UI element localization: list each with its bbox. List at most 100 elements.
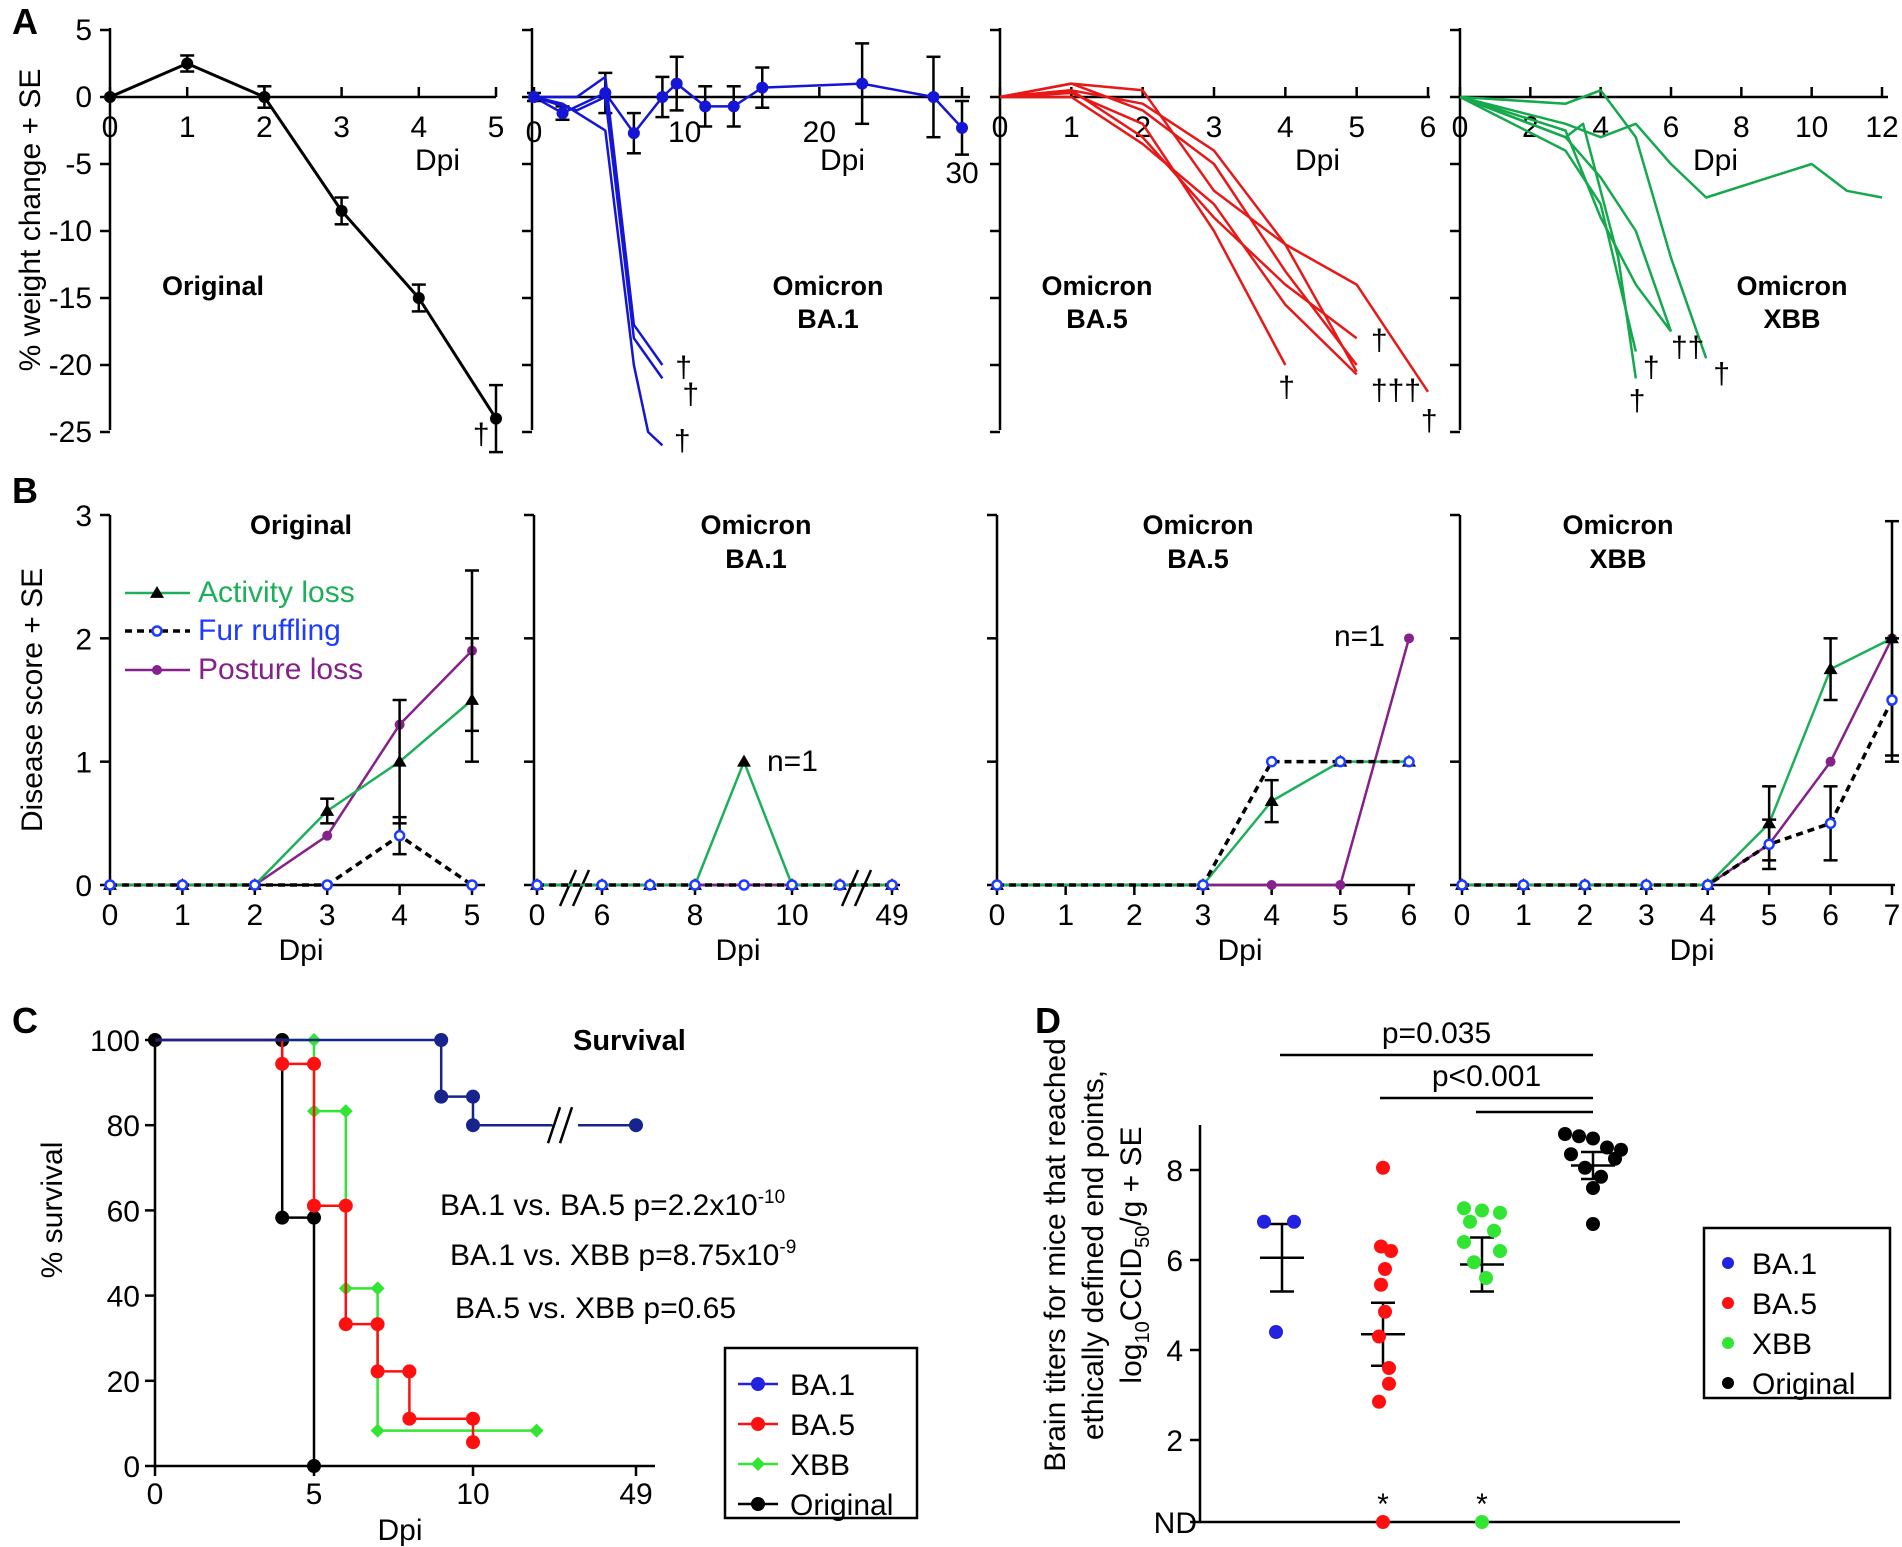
a2-line-ind6: [1000, 95, 1358, 376]
d-point-Original-8: [1594, 1169, 1608, 1184]
ytick-label: 0: [75, 870, 92, 903]
c-legend-marker-3: [751, 1497, 765, 1511]
c-point-ba5-9: [466, 1411, 480, 1426]
death-mark-2: †††: [1371, 374, 1421, 407]
b0-point-Activity-loss-5: [465, 693, 479, 705]
a1-xlabel: Dpi: [820, 144, 865, 177]
d-point-Original-6: [1608, 1151, 1622, 1166]
b0-point-Fur-ruffling-1: [176, 879, 189, 891]
b1-title-line2: BA.1: [725, 544, 787, 574]
d-point-XBB-6: [1493, 1244, 1507, 1258]
a2-line-ind3: [999, 89, 1358, 373]
d-point-Original-1: [1572, 1129, 1586, 1144]
b2-title-line1: Omicron: [1142, 510, 1253, 540]
a1-line-ind2: [533, 95, 664, 380]
d-point-XBB-8: [1479, 1271, 1493, 1285]
a0-point-2: [258, 91, 271, 103]
c-legend-label-3: Original: [790, 1489, 893, 1522]
b3-xlabel: Dpi: [1669, 934, 1714, 967]
a0-point-4: [412, 292, 425, 304]
xtick-label: 6: [1663, 111, 1680, 144]
a3-title-line2: XBB: [1763, 304, 1820, 334]
d-point-XBB-5: [1457, 1235, 1471, 1249]
c-point-ba5-0: [275, 1056, 290, 1071]
c-point-xbb-4: [370, 1281, 385, 1296]
d-point-XBB-1: [1475, 1203, 1489, 1218]
xtick-label: 6: [1822, 899, 1839, 932]
xtick-label: 5: [464, 899, 481, 932]
c-point-ba1-3: [466, 1118, 480, 1133]
c-point-original-2: [275, 1210, 290, 1225]
xtick-label: 6: [1401, 899, 1418, 932]
xtick-label: 3: [1638, 899, 1655, 932]
b3-line-Activity-loss: [1462, 637, 1893, 887]
xtick-label: 2: [1126, 899, 1143, 932]
ytick-label: 8: [1166, 1155, 1183, 1188]
b3-point-Fur-ruffling-1: [1517, 879, 1530, 891]
c-annotation-2: BA.1 vs. XBB p=8.75x10-9: [450, 1237, 796, 1272]
xtick-label: 6: [594, 899, 611, 932]
ylabel-a: % weight change + SE: [14, 69, 47, 372]
xtick-label: 1: [1057, 899, 1074, 932]
a0-line-original: [109, 62, 498, 420]
ytick-label: -25: [49, 416, 92, 449]
d-point-Original-2: [1586, 1131, 1600, 1146]
chart-d-brain-titers: ND 2 4 6 8 BA.1 BA.5 XBB Original * * p=0.035 p<0.…: [1154, 1017, 1892, 1540]
b3-point-Fur-ruffling-6: [1824, 817, 1837, 830]
xtick-label: 2: [256, 111, 273, 144]
ytick-label: 4: [1166, 1335, 1183, 1368]
legend-marker-0: [150, 586, 164, 598]
b3-point-Fur-ruffling-0: [1456, 879, 1468, 891]
d-legend-box: [1702, 1226, 1892, 1400]
c-legend-label-2: XBB: [790, 1449, 850, 1482]
a2-title-line1: Omicron: [1041, 271, 1152, 301]
b0-point-Fur-ruffling-4: [393, 829, 406, 842]
b3-title-line2: XBB: [1589, 544, 1646, 574]
c-point-ba5-1: [307, 1056, 321, 1071]
b0-point-Fur-ruffling-0: [104, 879, 116, 891]
ylabel-d: Brain titers for mice that reached ethic…: [1039, 1038, 1154, 1472]
axis-break-1-b: [853, 869, 873, 907]
xtick-label: 8: [687, 899, 704, 932]
a1-point-6: [699, 100, 712, 113]
c-legend-label-0: BA.1: [790, 1369, 855, 1402]
death-mark-1: ††: [1671, 331, 1704, 364]
xtick-label: 3: [1195, 899, 1212, 932]
ytick-label: -5: [65, 148, 92, 181]
ylabel-d-line2: ethically defined end points,: [1077, 1070, 1110, 1440]
a1-point-1: [556, 107, 569, 120]
d-legend-marker-1: [1722, 1297, 1734, 1309]
c-line-ba1: [155, 1038, 553, 1127]
b2-point-Fur-ruffling-2: [1265, 755, 1278, 768]
ytick-label: 40: [107, 1281, 140, 1314]
b1-note: n=1: [767, 745, 818, 778]
b2-point-Activity-loss-2: [1264, 794, 1279, 807]
b2-point-Posture-loss-4: [1404, 633, 1414, 644]
d-point-Original-5: [1564, 1147, 1578, 1162]
chart-c-survival: 0 20 40 60 80 100 0 5 10 49 Dpi Survival BA.1 vs.…: [90, 1025, 919, 1547]
xtick-label: 8: [1733, 111, 1750, 144]
a3-title-line1: Omicron: [1736, 271, 1847, 301]
xtick-label: 6: [1420, 111, 1437, 144]
chart-b-xbb: 0 1 2 3 4 5 6 7 Dpi Omicron XBB: [1450, 510, 1900, 967]
d-point-BA.1-2: [1269, 1325, 1283, 1339]
b3-point-Fur-ruffling-7: [1886, 694, 1898, 706]
death-mark-3: †: [1421, 405, 1438, 438]
xtick-label: 4: [391, 899, 408, 932]
a1-point-8: [756, 81, 769, 94]
ytick-label: 0: [123, 1451, 140, 1484]
axis-break-0-b: [571, 869, 591, 907]
death-mark-1: †: [1278, 371, 1295, 404]
xtick-label: 0: [992, 111, 1009, 144]
ytick-label: -10: [49, 215, 92, 248]
ytick-label: -20: [49, 349, 92, 382]
c-annotation-3: BA.5 vs. XBB p=0.65: [455, 1292, 736, 1325]
d-point-XBB-3: [1463, 1214, 1477, 1229]
a3-line-ind6: [1459, 95, 1638, 379]
death-mark-0: †: [675, 351, 692, 384]
d-point-BA.1-0: [1257, 1214, 1271, 1229]
xtick-label: 5: [1348, 111, 1365, 144]
axis-break-0-a: [558, 869, 578, 907]
chart-a-xbb: 0 2 4 6 8 10 12 Dpi Omicron XBB †††††: [1450, 28, 1899, 434]
b2-point-Posture-loss-2: [1266, 880, 1277, 890]
